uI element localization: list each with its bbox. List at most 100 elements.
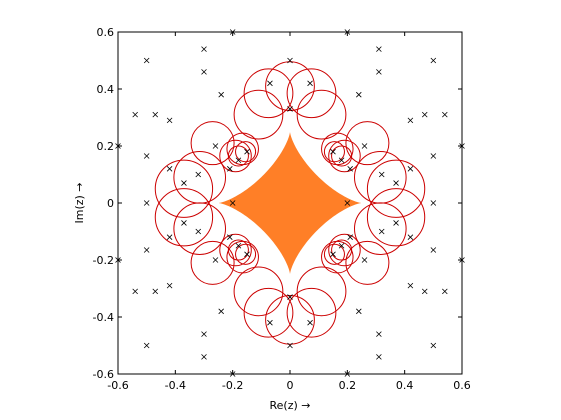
x-marker-0-59 xyxy=(361,257,368,263)
x-marker-stroke xyxy=(378,228,385,235)
circle-32 xyxy=(190,240,235,285)
x-marker-0-65 xyxy=(330,148,336,155)
x-marker-stroke xyxy=(287,294,293,300)
x-marker-0-18 xyxy=(421,111,428,118)
x-marker-stroke xyxy=(344,200,351,206)
x-marker-0-16 xyxy=(132,111,138,118)
x-marker-0-38 xyxy=(181,220,187,226)
circle-18 xyxy=(366,159,426,218)
x-axis: -0.6 -0.4 -0.2 0 0.2 0.4 0.6 xyxy=(107,32,471,392)
x-marker-0-45 xyxy=(287,342,293,349)
circle-29 xyxy=(331,239,353,261)
x-marker-stroke xyxy=(407,282,414,289)
circle-1 xyxy=(243,68,294,119)
x-marker-stroke xyxy=(244,148,250,155)
y-axis-label: Im(z) → xyxy=(73,182,86,223)
x-marker-stroke xyxy=(307,80,313,87)
circle-4 xyxy=(296,89,347,140)
x-marker-stroke xyxy=(442,111,448,118)
circle-22 xyxy=(233,266,284,317)
x-marker-0-46 xyxy=(287,106,293,112)
circle-20 xyxy=(243,287,294,338)
circle-17 xyxy=(154,159,214,218)
x-marker-0-60 xyxy=(235,157,242,164)
x-marker-0-74 xyxy=(195,228,202,235)
circle-24 xyxy=(219,233,252,267)
x-marker-stroke xyxy=(201,46,207,52)
x-marker-stroke xyxy=(227,234,233,240)
x-marker-stroke xyxy=(287,342,293,349)
circle-3 xyxy=(233,89,284,140)
x-marker-0-44 xyxy=(287,57,293,64)
x-marker-stroke xyxy=(407,117,414,124)
x-marker-stroke xyxy=(218,91,224,98)
x-marker-stroke xyxy=(347,166,353,172)
x-marker-0-69 xyxy=(347,166,353,172)
x-marker-0-4 xyxy=(201,46,207,52)
x-tick-label: 0 xyxy=(287,379,294,392)
x-marker-0-43 xyxy=(344,200,351,206)
y-tick-label: 0.4 xyxy=(97,83,115,96)
x-marker-0-76 xyxy=(166,166,173,172)
x-marker-0-20 xyxy=(132,288,138,295)
x-marker-0-55 xyxy=(307,319,313,326)
circle-35 xyxy=(354,202,407,255)
circle-12 xyxy=(323,141,345,163)
y-tick-label: -0.2 xyxy=(93,254,114,267)
x-marker-stroke xyxy=(227,166,233,172)
x-marker-stroke xyxy=(307,319,313,326)
x-marker-0-0 xyxy=(143,57,150,64)
x-marker-0-31 xyxy=(430,247,437,253)
x-marker-0-5 xyxy=(376,46,382,52)
x-marker-stroke xyxy=(430,342,437,349)
circle-14 xyxy=(345,121,390,166)
x-marker-0-48 xyxy=(218,91,224,98)
x-marker-0-32 xyxy=(166,117,173,124)
x-marker-stroke xyxy=(330,251,336,258)
x-marker-0-58 xyxy=(212,257,219,263)
x-marker-stroke xyxy=(143,57,150,64)
x-marker-stroke xyxy=(244,251,250,258)
x-marker-stroke xyxy=(212,257,219,263)
x-marker-stroke xyxy=(376,354,382,360)
x-marker-stroke xyxy=(287,57,293,64)
x-marker-stroke xyxy=(201,354,207,360)
circle-11 xyxy=(235,141,257,163)
x-marker-stroke xyxy=(393,220,399,226)
x-marker-0-50 xyxy=(218,308,224,315)
x-marker-0-61 xyxy=(338,157,345,164)
x-marker-stroke xyxy=(376,46,382,52)
x-tick-label: -0.6 xyxy=(107,379,128,392)
y-axis: -0.6 -0.4 -0.2 0 0.2 0.4 0.6 xyxy=(93,26,462,381)
x-marker-stroke xyxy=(195,228,202,235)
y-tick-label: 0 xyxy=(107,197,114,210)
x-marker-0-56 xyxy=(212,143,219,149)
x-marker-0-6 xyxy=(201,354,207,360)
circle-34 xyxy=(173,202,226,255)
x-marker-stroke xyxy=(330,148,336,155)
x-marker-0-75 xyxy=(378,228,385,235)
x-marker-stroke xyxy=(376,69,382,75)
x-marker-0-14 xyxy=(201,331,207,337)
x-marker-stroke xyxy=(143,342,150,349)
x-marker-0-1 xyxy=(430,57,437,64)
x-marker-0-63 xyxy=(338,242,345,249)
x-marker-stroke xyxy=(338,242,345,249)
circle-23 xyxy=(296,266,347,317)
circle-21 xyxy=(286,287,337,338)
x-marker-0-15 xyxy=(376,331,382,337)
x-marker-0-33 xyxy=(407,117,414,124)
x-marker-0-78 xyxy=(166,234,173,240)
circle-6 xyxy=(328,139,361,173)
x-tick-label: 0.4 xyxy=(396,379,414,392)
x-marker-stroke xyxy=(361,257,368,263)
x-marker-0-35 xyxy=(407,282,414,289)
y-tick-label: -0.4 xyxy=(93,311,114,324)
x-marker-stroke xyxy=(378,171,385,178)
x-marker-stroke xyxy=(407,166,414,172)
x-marker-0-66 xyxy=(244,251,250,258)
x-marker-stroke xyxy=(152,111,159,118)
x-marker-stroke xyxy=(421,288,428,295)
x-marker-0-41 xyxy=(430,200,437,206)
filled-region xyxy=(218,131,362,275)
